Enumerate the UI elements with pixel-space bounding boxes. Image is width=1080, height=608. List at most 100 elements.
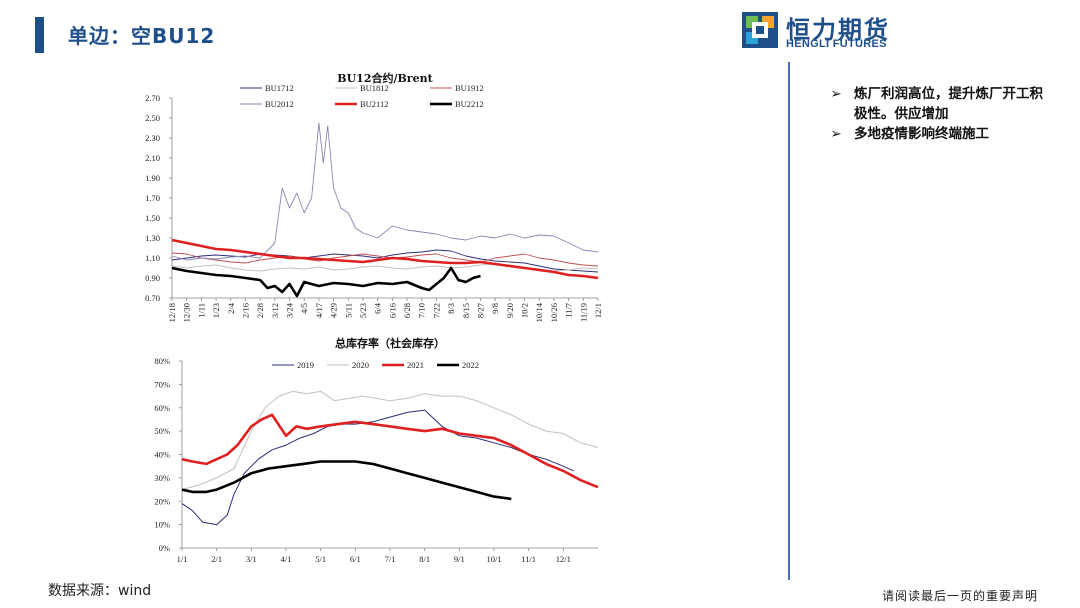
x-tick-label: 4/29 (329, 303, 339, 318)
series-line-BU2012 (171, 122, 599, 261)
y-tick-label: 1.30 (145, 233, 160, 243)
x-tick-label: 10/1 (486, 554, 501, 564)
x-tick-label: 6/28 (402, 303, 412, 318)
x-tick-label: 2/4 (226, 302, 236, 314)
x-tick-label: 1/1 (177, 554, 188, 564)
x-tick-label: 7/1 (385, 554, 396, 564)
x-tick-label: 10/26 (549, 303, 559, 322)
logo-mark-icon (742, 12, 778, 48)
x-tick-label: 3/12 (270, 303, 280, 318)
x-tick-label: 2/16 (240, 303, 250, 318)
y-tick-label: 0% (159, 543, 170, 553)
y-tick-label: 10% (154, 520, 170, 530)
x-tick-label: 2/28 (255, 303, 265, 318)
x-tick-label: 11/1 (521, 554, 536, 564)
y-tick-label: 0.70 (145, 293, 160, 303)
y-tick-label: 1.90 (145, 173, 160, 183)
series-line-BU1712 (171, 249, 599, 273)
x-tick-label: 6/1 (350, 554, 361, 564)
bullet-text: 多地疫情影响终端施工 (854, 126, 989, 142)
x-tick-label: 11/7 (564, 303, 574, 318)
y-tick-label: 30% (154, 473, 170, 483)
x-tick-label: 9/1 (454, 554, 465, 564)
y-tick-label: 1.50 (145, 213, 160, 223)
title-accent-bar (35, 17, 44, 53)
series-line-2019 (181, 409, 574, 526)
x-tick-label: 10/14 (534, 302, 544, 322)
x-tick-label: 2/1 (211, 554, 222, 564)
series-line-2022 (181, 460, 512, 501)
x-tick-label: 8/1 (419, 554, 430, 564)
x-tick-label: 1/11 (196, 303, 206, 318)
y-tick-label: 2.30 (145, 133, 160, 143)
arrow-bullet-icon: ➢ (830, 86, 842, 102)
x-tick-label: 10/2 (520, 303, 530, 318)
x-tick-label: 9/8 (490, 303, 500, 314)
logo-english-text: HENGLI FUTURES (786, 38, 887, 50)
bullet-list: ➢ 炼厂利润高位，提升炼厂开工积极性。供应增加 ➢ 多地疫情影响终端施工 (828, 84, 1048, 144)
legend-label: 2021 (407, 360, 424, 370)
page-title: 单边：空BU12 (68, 24, 216, 48)
y-tick-label: 1.10 (145, 253, 160, 263)
bullet-text: 炼厂利润高位，提升炼厂开工积极性。供应增加 (854, 86, 1043, 122)
vertical-divider (788, 62, 790, 580)
x-tick-label: 5/23 (358, 303, 368, 318)
x-tick-label: 12/30 (182, 303, 192, 322)
y-tick-label: 2.70 (145, 93, 160, 103)
x-tick-label: 4/1 (281, 554, 292, 564)
logo-chinese-text: 恒力期货 (786, 16, 890, 44)
y-tick-label: 40% (154, 450, 170, 460)
chart-title: 总库存率（社会库存） (335, 336, 445, 350)
hengli-logo: 恒力期货 HENGLI FUTURES (742, 10, 912, 54)
x-tick-label: 6/16 (387, 303, 397, 318)
disclaimer-text: 请阅读最后一页的重要声明 (882, 589, 1039, 603)
x-tick-label: 7/10 (417, 303, 427, 318)
x-tick-label: 6/4 (373, 302, 383, 314)
series-line-2021 (181, 413, 599, 489)
y-tick-label: 0.90 (145, 273, 160, 283)
y-tick-label: 80% (154, 356, 170, 366)
x-tick-label: 12/1 (556, 554, 571, 564)
legend-label: 2020 (352, 360, 369, 370)
y-tick-label: 2.50 (145, 113, 160, 123)
series-line-BU2112 (171, 238, 599, 280)
x-tick-label: 9/20 (505, 303, 515, 318)
x-tick-label: 4/5 (299, 303, 309, 314)
legend-label: BU1812 (360, 83, 389, 93)
legend-label: 2022 (462, 360, 479, 370)
legend-label: BU2212 (455, 99, 484, 109)
bullet-item: ➢ 炼厂利润高位，提升炼厂开工积极性。供应增加 (828, 84, 1048, 124)
x-tick-label: 7/22 (431, 303, 441, 318)
x-tick-label: 5/1 (315, 554, 326, 564)
legend-label: 2019 (297, 360, 314, 370)
x-tick-label: 12/18 (167, 303, 177, 322)
series-line-BU1912 (171, 252, 599, 267)
x-tick-label: 3/1 (246, 554, 257, 564)
y-tick-label: 20% (154, 496, 170, 506)
legend-label: BU1912 (455, 83, 484, 93)
bullet-item: ➢ 多地疫情影响终端施工 (828, 124, 1048, 144)
y-tick-label: 2.10 (145, 153, 160, 163)
x-tick-label: 11/19 (578, 303, 588, 322)
x-tick-label: 3/24 (285, 302, 295, 318)
y-tick-label: 50% (154, 426, 170, 436)
legend-label: BU2112 (360, 99, 389, 109)
arrow-bullet-icon: ➢ (830, 126, 842, 142)
chart-title: BU12合约/Brent (337, 71, 433, 85)
y-tick-label: 70% (154, 379, 170, 389)
legend-label: BU1712 (265, 83, 294, 93)
y-tick-label: 1.70 (145, 193, 160, 203)
x-tick-label: 4/17 (314, 303, 324, 318)
x-tick-label: 8/3 (446, 303, 456, 314)
x-tick-label: 1/23 (211, 303, 221, 318)
data-source-note: 数据来源：wind (48, 583, 152, 599)
x-tick-label: 8/15 (461, 303, 471, 318)
x-tick-label: 8/27 (475, 303, 485, 318)
y-tick-label: 60% (154, 403, 170, 413)
legend-label: BU2012 (265, 99, 294, 109)
series-line-2020 (181, 390, 599, 491)
x-tick-label: 12/1 (593, 303, 603, 318)
x-tick-label: 5/11 (343, 303, 353, 318)
series-line-BU2212 (171, 266, 481, 298)
